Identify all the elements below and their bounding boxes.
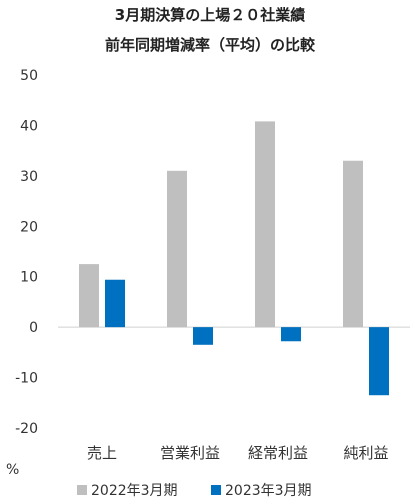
y-axis-ticks: 50 40 30 20 10 0 -10 -20: [15, 68, 38, 437]
legend-swatch-2022: [77, 485, 87, 495]
y-tick-label: 50: [20, 68, 38, 84]
bar-売上-2022年3月期: [79, 264, 99, 328]
bar-売上-2023年3月期: [105, 279, 125, 328]
bar-経常利益-2022年3月期: [255, 121, 275, 328]
y-tick-label: 20: [20, 219, 38, 235]
category-label: 営業利益: [160, 444, 220, 462]
chart-subtitle: 前年同期増減率（平均）の比較: [105, 36, 316, 54]
legend: 2022年3月期 2023年3月期: [77, 483, 312, 499]
legend-label-2022: 2022年3月期: [91, 483, 178, 499]
bar-純利益-2023年3月期: [369, 327, 389, 396]
legend-swatch-2023: [211, 485, 221, 495]
legend-label-2023: 2023年3月期: [225, 483, 312, 499]
y-tick-label: -10: [15, 371, 38, 387]
y-tick-label: -20: [15, 421, 38, 437]
category-label: 売上: [87, 444, 117, 462]
bars: [79, 121, 389, 396]
bar-純利益-2022年3月期: [343, 160, 363, 328]
bar-営業利益-2022年3月期: [167, 170, 187, 328]
y-tick-label: 0: [29, 320, 38, 336]
category-labels: 売上 営業利益 経常利益 純利益: [87, 444, 389, 462]
y-tick-label: 10: [20, 270, 38, 286]
chart-title: 3月期決算の上場２０社業績: [115, 6, 305, 24]
y-axis-unit-label: %: [6, 462, 19, 478]
y-tick-label: 40: [20, 118, 38, 134]
category-label: 経常利益: [248, 444, 308, 462]
bar-営業利益-2023年3月期: [193, 327, 213, 345]
y-tick-label: 30: [20, 169, 38, 185]
category-label: 純利益: [343, 444, 388, 462]
bar-経常利益-2023年3月期: [281, 327, 301, 342]
